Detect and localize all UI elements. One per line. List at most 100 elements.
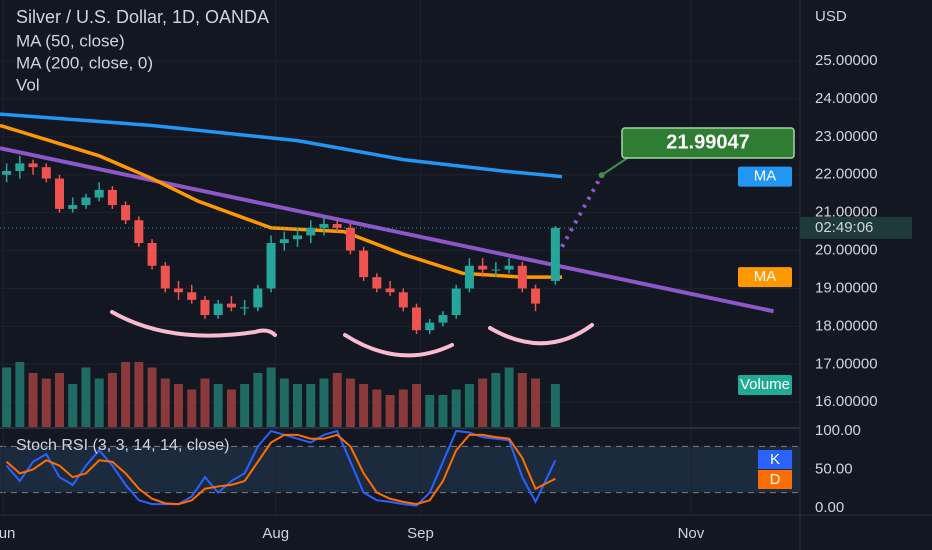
- y-tick-label: 24.00000: [815, 90, 878, 107]
- axis-badge-label: K: [770, 451, 780, 468]
- candle-body: [398, 292, 408, 308]
- moving-average: [0, 112, 563, 179]
- indicator-label: MA (50, close): [16, 31, 125, 50]
- volume-bar: [81, 367, 91, 428]
- candle-body: [332, 224, 342, 228]
- candle-body: [213, 303, 223, 316]
- volume-bar: [412, 384, 422, 428]
- volume-bar: [213, 384, 223, 428]
- candle-body: [55, 178, 65, 209]
- volume-bar: [345, 378, 355, 428]
- y-tick-label: 20.00000: [815, 242, 878, 259]
- candle-body: [478, 265, 488, 270]
- candle-body: [81, 197, 91, 206]
- volume-bar: [107, 373, 117, 428]
- axis-badge-label: Volume: [740, 376, 790, 393]
- y-tick-label: 23.00000: [815, 128, 878, 145]
- y-tick-label: 18.00000: [815, 317, 878, 334]
- volume-bar: [68, 384, 78, 428]
- volume-bar: [2, 367, 12, 428]
- x-tick-label: Jun: [0, 525, 15, 542]
- volume-bar: [478, 378, 488, 428]
- candle-body: [226, 303, 236, 308]
- callout-box: [621, 127, 795, 159]
- y-tick-label: 17.00000: [815, 355, 878, 372]
- candle-body: [134, 220, 144, 244]
- candle-body: [41, 167, 51, 179]
- volume-bar: [398, 389, 408, 428]
- candle-body: [253, 288, 263, 308]
- axis-badge: [738, 267, 792, 288]
- indicator-label: Vol: [16, 75, 40, 94]
- candle-body: [121, 205, 131, 221]
- volume-bar: [438, 395, 448, 428]
- volume-bar: [319, 378, 329, 428]
- candle-body: [504, 265, 514, 270]
- volume-bar: [226, 389, 236, 428]
- y-tick-label: 16.00000: [815, 393, 878, 410]
- candle-body: [240, 307, 250, 309]
- volume-bar: [121, 362, 131, 428]
- volume-bar: [550, 384, 560, 428]
- volume-bar: [134, 362, 144, 428]
- candle-body: [425, 322, 435, 331]
- volume-bar: [372, 389, 382, 428]
- candle-body: [345, 227, 355, 251]
- volume-bar: [160, 378, 170, 428]
- candle-body: [319, 224, 329, 228]
- candle-body: [94, 189, 104, 198]
- y-tick-label: 22.00000: [815, 166, 878, 183]
- axis-badge: [758, 450, 792, 469]
- stoch-title: Stoch RSI (3, 3, 14, 14, close): [16, 437, 229, 454]
- candle-body: [491, 269, 501, 271]
- stoch-tick-label: 100.00: [815, 422, 861, 439]
- volume-bar: [147, 367, 157, 428]
- volume-bar: [451, 389, 461, 428]
- volume-bar: [385, 395, 395, 428]
- volume-bar: [15, 362, 25, 428]
- y-tick-label: 21.00000: [815, 204, 878, 221]
- x-tick-label: Sep: [407, 525, 434, 542]
- stoch-line: [5, 433, 556, 506]
- x-tick-label: Nov: [678, 525, 705, 542]
- candle-body: [107, 189, 117, 206]
- candle-body: [451, 288, 461, 316]
- candle-body: [279, 239, 289, 244]
- candle-body: [68, 205, 78, 209]
- chart-title: Silver / U.S. Dollar, 1D, OANDA: [16, 7, 269, 27]
- pattern-arc: [110, 310, 277, 338]
- candle-body: [2, 170, 12, 175]
- countdown-box: [800, 216, 912, 239]
- axis-badge: [738, 166, 792, 187]
- volume-bar: [187, 389, 197, 428]
- axis-badge-label: MA: [754, 168, 777, 185]
- volume-bar: [504, 367, 514, 428]
- volume-bar: [28, 373, 38, 428]
- volume-bar: [174, 384, 184, 428]
- x-tick-label: Aug: [262, 525, 289, 542]
- axis-badge: [758, 470, 792, 489]
- volume-bar: [240, 384, 250, 428]
- volume-bar: [55, 373, 65, 428]
- candle-body: [372, 277, 382, 289]
- y-tick-label: 25.00000: [815, 52, 878, 69]
- candle-body: [550, 227, 560, 281]
- volume-bar: [41, 378, 51, 428]
- stoch-band: [0, 446, 800, 493]
- candle-body: [412, 307, 422, 331]
- candle-body: [359, 250, 369, 278]
- pattern-arc: [488, 323, 594, 346]
- candle-body: [385, 288, 395, 293]
- candle-body: [174, 288, 184, 293]
- volume-bar: [332, 373, 342, 428]
- callout-label: 21.99047: [666, 131, 749, 153]
- volume-bar: [94, 378, 104, 428]
- trendline: [0, 146, 774, 314]
- volume-bar: [359, 384, 369, 428]
- volume-bar: [293, 384, 303, 428]
- candle-body: [438, 315, 448, 323]
- candle-body: [306, 227, 316, 236]
- volume-bar: [464, 384, 474, 428]
- stoch-tick-label: 0.00: [815, 499, 844, 516]
